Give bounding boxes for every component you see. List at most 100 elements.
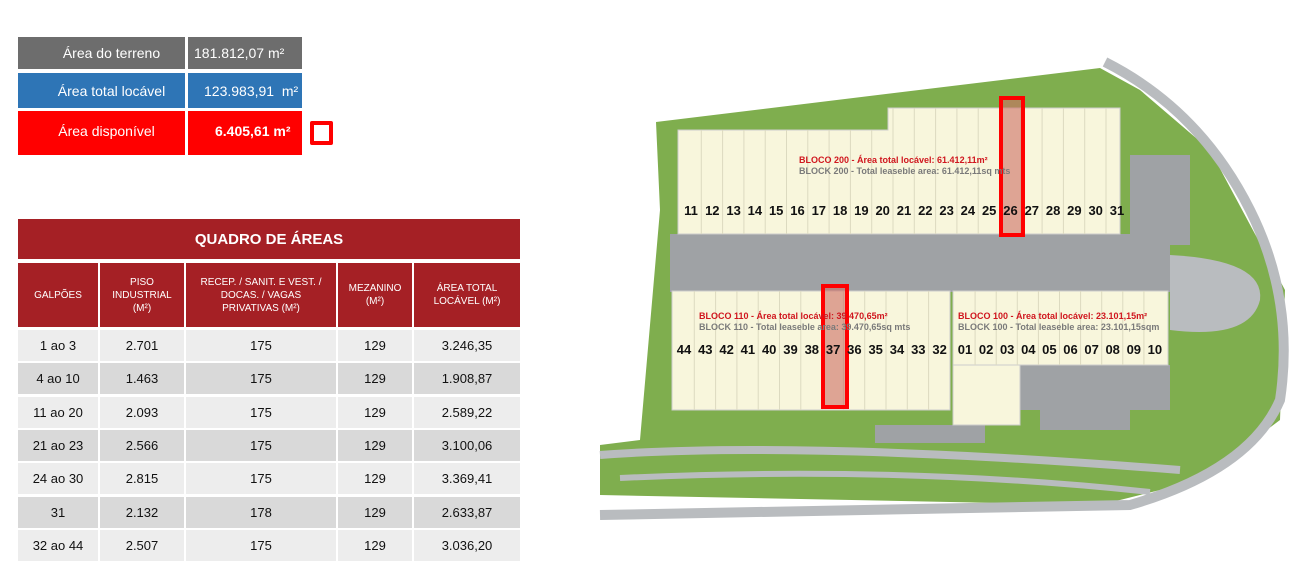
unit-number-15: 15 <box>768 203 784 218</box>
table-cell: 175 <box>186 396 336 428</box>
unit-number-40: 40 <box>761 342 777 357</box>
unit-number-44: 44 <box>676 342 692 357</box>
table-cell: 175 <box>186 363 336 395</box>
block110-label-en: BLOCK 110 - Total leaseble area: 39.470,… <box>699 322 911 332</box>
table-cell: 2.633,87 <box>414 496 520 528</box>
table-cell: 178 <box>186 496 336 528</box>
table-cell: 4 ao 10 <box>18 363 98 395</box>
unit-number-22: 22 <box>918 203 933 218</box>
table-cell: 129 <box>338 396 412 428</box>
block200-label-pt: BLOCO 200 - Área total locável: 61.412,1… <box>799 155 988 165</box>
table-cell: 11 ao 20 <box>18 396 98 428</box>
header-recep: RECEP. / SANIT. E VEST. / DOCAS. / VAGAS… <box>186 263 336 327</box>
block100-label-pt: BLOCO 100 - Área total locável: 23.101,1… <box>958 311 1148 321</box>
east-parking <box>1130 155 1190 245</box>
unit-number-08: 08 <box>1105 342 1120 357</box>
unit-number-19: 19 <box>854 203 869 218</box>
unit-number-39: 39 <box>783 342 798 357</box>
unit-number-35: 35 <box>868 342 883 357</box>
block110-building <box>671 290 951 411</box>
table-cell: 3.100,06 <box>414 429 520 461</box>
available-unit-37 <box>821 284 849 409</box>
table-cell: 2.507 <box>100 529 184 561</box>
table-cell: 129 <box>338 463 412 495</box>
unit-number-14: 14 <box>747 203 763 218</box>
roundabout <box>1170 255 1261 332</box>
locavel-label: Área total locável <box>18 73 185 108</box>
table-cell: 2.701 <box>100 330 184 361</box>
unit-number-05: 05 <box>1042 342 1057 357</box>
unit-number-09: 09 <box>1126 342 1142 357</box>
table-cell: 129 <box>338 330 412 361</box>
disponivel-value: 6.405,61 m² <box>188 111 302 155</box>
disponivel-label: Área disponível <box>18 111 185 155</box>
block100-label-en: BLOCK 100 - Total leaseble area: 23.101,… <box>958 322 1160 332</box>
table-cell: 1.463 <box>100 363 184 395</box>
unit-number-20: 20 <box>875 203 890 218</box>
table-cell: 2.132 <box>100 496 184 528</box>
unit-number-25: 25 <box>981 203 997 218</box>
header-mezanino: MEZANINO (M²) <box>338 263 412 327</box>
table-cell: 2.093 <box>100 396 184 428</box>
unit-number-03: 03 <box>999 342 1015 357</box>
locavel-value: 123.983,91 m² <box>188 73 302 108</box>
south-parking <box>1020 365 1170 410</box>
table-cell: 2.815 <box>100 463 184 495</box>
unit-number-06: 06 <box>1063 342 1078 357</box>
unit-number-32: 32 <box>932 342 947 357</box>
table-cell: 24 ao 30 <box>18 463 98 495</box>
table-cell: 175 <box>186 429 336 461</box>
unit-number-02: 02 <box>978 342 994 357</box>
header-area-total: ÁREA TOTAL LOCÁVEL (M²) <box>414 263 520 327</box>
unit-number-30: 30 <box>1088 203 1103 218</box>
unit-number-27: 27 <box>1024 203 1040 218</box>
unit-number-07: 07 <box>1084 342 1099 357</box>
unit-number-01: 01 <box>957 342 973 357</box>
block110-label-pt: BLOCO 110 - Área total locável: 39.470,6… <box>699 311 888 321</box>
block200-label-en: BLOCK 200 - Total leaseble area: 61.412,… <box>799 166 1011 176</box>
table-cell: 1.908,87 <box>414 363 520 395</box>
unit-number-33: 33 <box>911 342 926 357</box>
unit-number-34: 34 <box>889 342 905 357</box>
unit-number-21: 21 <box>896 203 912 218</box>
block100-building <box>952 290 1169 366</box>
table-cell: 129 <box>338 529 412 561</box>
table-cell: 2.566 <box>100 429 184 461</box>
unit-number-17: 17 <box>811 203 827 218</box>
table-cell: 2.589,22 <box>414 396 520 428</box>
terreno-label: Área do terreno <box>18 37 185 69</box>
header-piso: PISO INDUSTRIAL (M²) <box>100 263 184 327</box>
south-parking-2 <box>1040 405 1130 430</box>
access-road <box>599 446 1181 474</box>
table-cell: 129 <box>338 429 412 461</box>
table-cell: 175 <box>186 463 336 495</box>
header-galpoes: GALPÕES <box>18 263 98 327</box>
unit-number-41: 41 <box>740 342 756 357</box>
table-cell: 1 ao 3 <box>18 330 98 361</box>
table-cell: 129 <box>338 496 412 528</box>
table-cell: 21 ao 23 <box>18 429 98 461</box>
table-cell: 129 <box>338 363 412 395</box>
table-cell: 31 <box>18 496 98 528</box>
table-cell: 3.246,35 <box>414 330 520 361</box>
table-cell: 3.036,20 <box>414 529 520 561</box>
unit-number-11: 11 <box>684 203 698 218</box>
table-cell: 32 ao 44 <box>18 529 98 561</box>
unit-number-23: 23 <box>939 203 954 218</box>
central-aisle <box>670 234 1170 292</box>
unit-number-43: 43 <box>698 342 713 357</box>
unit-number-42: 42 <box>719 342 734 357</box>
unit-number-31: 31 <box>1109 203 1125 218</box>
block100-building-low <box>952 364 1021 426</box>
unit-number-38: 38 <box>804 342 820 357</box>
unit-number-10: 10 <box>1147 342 1163 357</box>
available-unit-26 <box>999 96 1025 237</box>
unit-number-24: 24 <box>960 203 976 218</box>
unit-number-04: 04 <box>1021 342 1036 357</box>
terreno-value: 181.812,07 m² <box>188 37 302 69</box>
unit-number-12: 12 <box>705 203 720 218</box>
unit-number-13: 13 <box>726 203 741 218</box>
table-cell: 3.369,41 <box>414 463 520 495</box>
table-title: QUADRO DE ÁREAS <box>18 219 520 259</box>
